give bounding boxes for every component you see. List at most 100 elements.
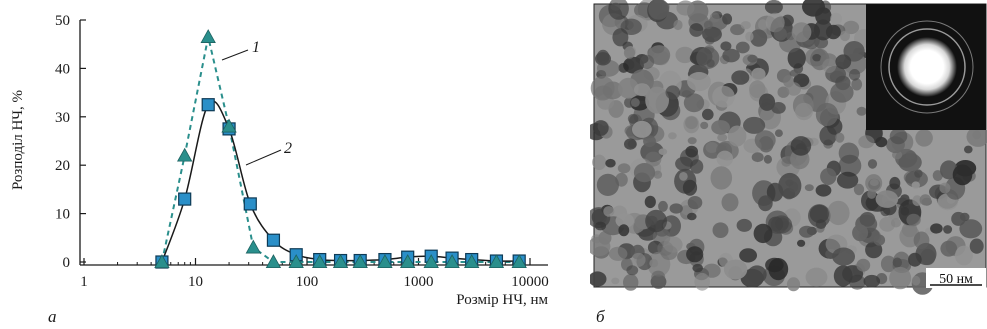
nanoparticle [753,223,773,244]
x-tick-label: 1000 [404,274,434,290]
nanoparticle [815,102,839,127]
nanoparticle [592,154,607,170]
data-point-series-1 [464,254,480,269]
nanoparticle [908,252,922,267]
nanoparticle [951,211,966,226]
nanoparticle [906,213,921,227]
nanoparticle [645,151,662,167]
nanoparticle [590,271,607,287]
x-tick-label: 1 [80,274,88,290]
nanoparticle [920,248,936,266]
data-point-series-2 [243,197,257,211]
nanoparticle [835,54,852,70]
nanoparticle [815,184,832,197]
data-point-series-1 [177,147,193,162]
nanoparticle [663,236,683,253]
nanoparticle [843,41,865,62]
nanoparticle [700,121,709,130]
nanoparticle [694,272,710,291]
nanoparticle [687,196,703,210]
nanoparticle [750,29,768,47]
nanoparticle [940,240,958,257]
nanoparticle [745,31,754,42]
nanoparticle [634,83,651,97]
nanoparticle [869,178,879,187]
nanoparticle [820,168,837,185]
nanoparticle [648,0,670,20]
nanoparticle [617,163,631,174]
nanoparticle [875,136,888,148]
nanoparticle [778,172,802,199]
nanoparticle [838,142,860,164]
nanoparticle [751,67,766,81]
nanoparticle [692,263,703,273]
nanoparticle [743,116,766,134]
y-tick-label: 20 [55,158,70,174]
nanoparticle [611,277,620,285]
nanoparticle [686,246,704,263]
nanoparticle [809,204,829,224]
y-tick-label: 0 [63,255,71,271]
nanoparticle [592,120,609,136]
nanoparticle [669,203,683,214]
nanoparticle [685,145,698,158]
data-point-series-1 [265,254,282,269]
nanoparticle [618,224,630,237]
nanoparticle [590,236,611,257]
nanoparticle [623,274,639,291]
y-tick-label: 40 [55,61,70,77]
nanoparticle [915,129,933,147]
nanoparticle [791,22,812,43]
nanoparticle [712,222,729,238]
y-tick-label: 50 [55,13,70,29]
nanoparticle [892,257,902,268]
nanoparticle [702,108,714,121]
nanoparticle [679,172,688,181]
nanoparticle [689,23,704,37]
nanoparticle [840,30,850,42]
nanoparticle [705,142,719,153]
nanoparticle [626,265,639,276]
nanoparticle [721,193,739,212]
nanoparticle [804,184,814,192]
nanoparticle [709,12,720,23]
nanoparticle [758,93,776,111]
scale-bar-label: 50 нм [939,272,973,287]
data-point-series-2 [178,192,192,206]
nanoparticle [596,173,619,196]
x-tick-label: 100 [296,274,319,290]
nanoparticle [867,159,878,169]
nanoparticle [683,93,705,113]
nanoparticle [890,218,902,228]
data-point-series-1 [200,29,216,43]
nanoparticle [618,77,639,99]
nanoparticle [919,194,932,206]
nanoparticle [703,20,713,30]
y-tick-label: 10 [55,207,70,223]
data-point-series-1 [444,254,460,269]
nanoparticle [690,159,704,174]
nanoparticle [754,130,776,151]
nanoparticle [658,200,668,212]
nanoparticle [912,195,922,207]
y-tick-label: 30 [55,110,70,126]
nanoparticle [731,70,750,85]
nanoparticle [835,132,845,143]
nanoparticle [605,158,616,168]
data-point-series-1 [377,254,393,269]
nanoparticle [627,113,639,124]
nanoparticle [639,54,655,69]
nanoparticle [615,213,635,229]
nanoparticle [763,154,772,164]
nanoparticle [964,145,973,154]
nanoparticle [739,248,757,263]
nanoparticle [653,170,663,179]
nanoparticle [856,258,871,272]
nanoparticle [633,163,656,183]
data-point-series-1 [332,254,349,269]
nanoparticle [827,200,850,226]
panel-label-a: а [48,307,57,326]
nanoparticle [853,183,865,196]
nanoparticle [631,98,640,107]
nanoparticle [764,0,783,15]
